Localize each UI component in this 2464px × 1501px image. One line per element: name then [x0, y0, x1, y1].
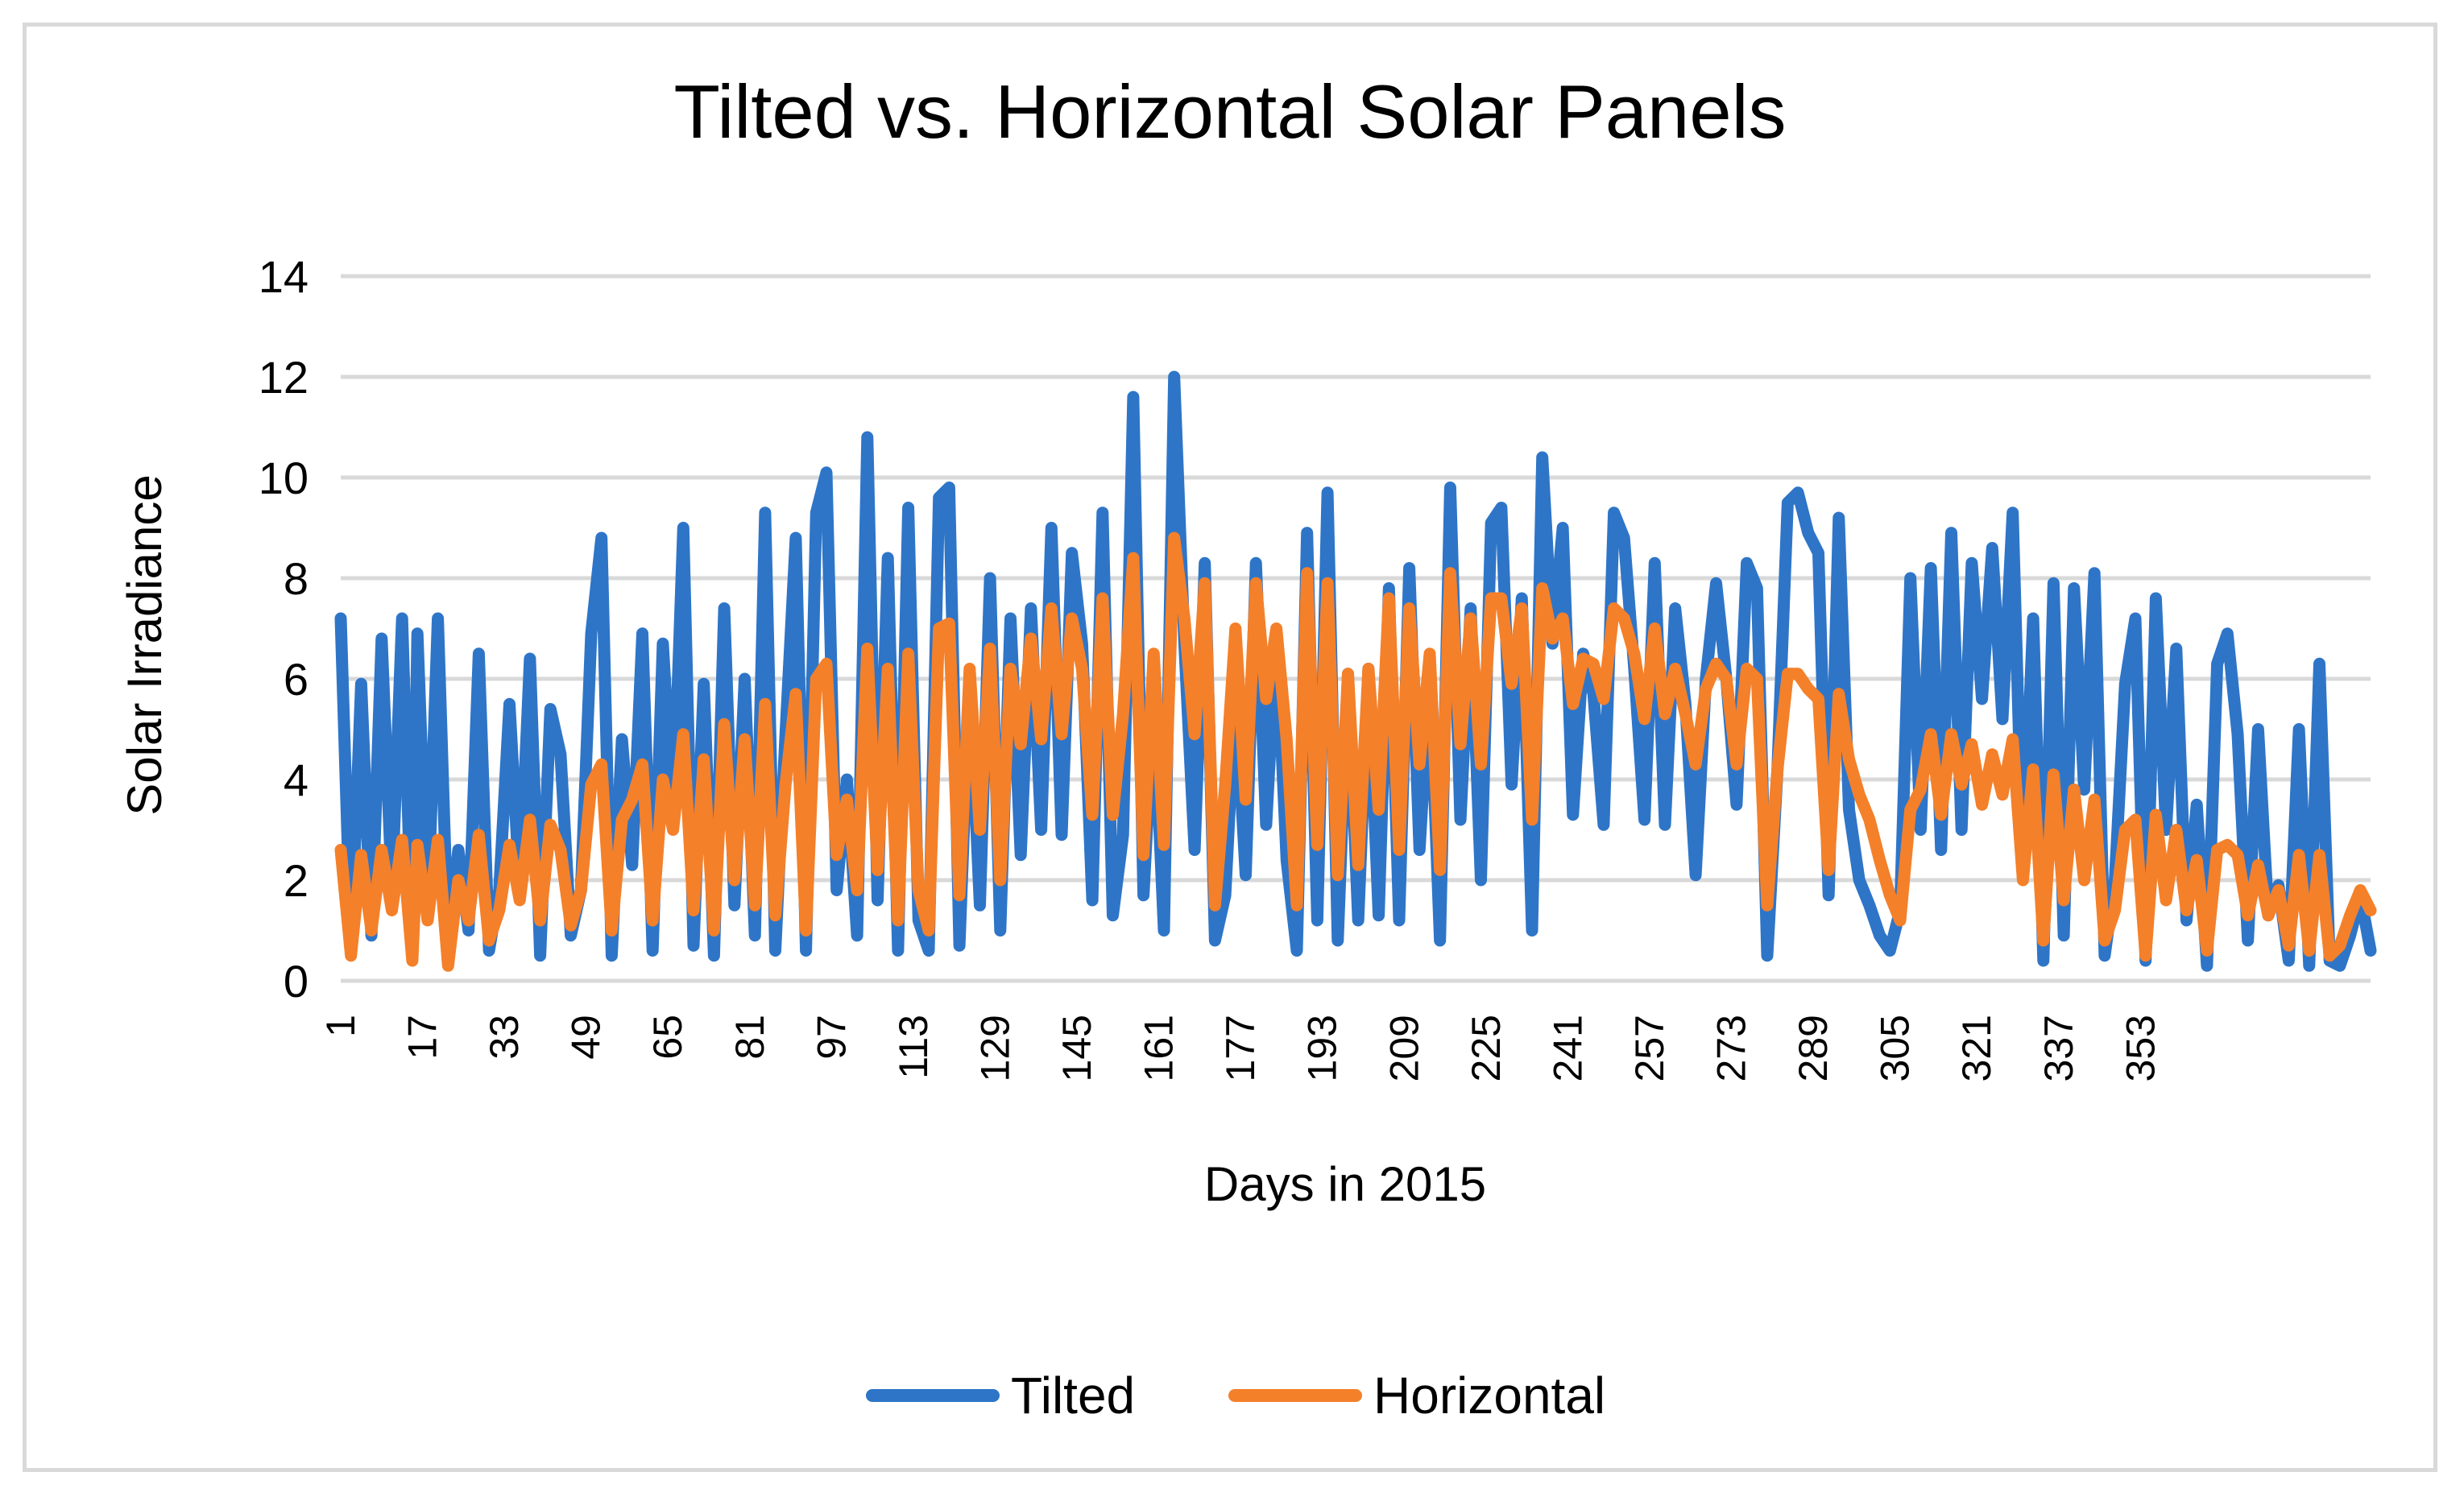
x-tick-label: 257: [1627, 1015, 1672, 1081]
x-tick-label: 161: [1137, 1015, 1182, 1081]
x-tick-label: 321: [1954, 1015, 1999, 1081]
x-tick-label: 145: [1054, 1015, 1099, 1081]
x-tick-label: 289: [1791, 1015, 1836, 1081]
x-tick-label: 353: [2118, 1015, 2163, 1081]
y-tick-label: 0: [284, 956, 309, 1007]
x-tick-label: 17: [400, 1015, 445, 1060]
x-tick-label: 129: [972, 1015, 1017, 1081]
y-tick-label: 8: [284, 553, 309, 604]
x-tick-label: 225: [1464, 1015, 1509, 1081]
x-axis-title: Days in 2015: [1204, 1157, 1486, 1211]
x-tick-label: 81: [727, 1015, 772, 1060]
y-tick-label: 2: [284, 855, 309, 906]
y-tick-label: 4: [284, 755, 309, 805]
y-tick-label: 6: [284, 654, 309, 705]
x-tick-label: 241: [1545, 1015, 1590, 1081]
x-tick-label: 1: [318, 1015, 363, 1037]
line-chart: Tilted vs. Horizontal Solar Panels 0 2 4 6 8…: [118, 69, 2377, 1425]
legend-label-horizontal: Horizontal: [1373, 1367, 1605, 1425]
x-axis-ticks: 1 17 33 49 65 81 97 113 129 145 161 177 193 209 225 241…: [318, 1015, 2163, 1081]
x-tick-label: 49: [564, 1015, 609, 1060]
series-lines: [334, 370, 2377, 972]
legend-label-tilted: Tilted: [1011, 1367, 1135, 1425]
x-tick-label: 33: [482, 1015, 527, 1060]
chart-frame: Tilted vs. Horizontal Solar Panels 0 2 4 6 8…: [23, 23, 2437, 1472]
x-tick-label: 177: [1218, 1015, 1263, 1081]
y-tick-label: 10: [259, 453, 309, 503]
x-tick-label: 273: [1709, 1015, 1754, 1081]
x-tick-label: 305: [1873, 1015, 1918, 1081]
x-tick-label: 65: [645, 1015, 690, 1060]
y-tick-label: 14: [259, 251, 309, 302]
y-axis-ticks: 0 2 4 6 8 10 12 14: [259, 251, 309, 1007]
series-line-horizontal: [334, 531, 2377, 972]
x-tick-label: 193: [1300, 1015, 1345, 1081]
x-tick-label: 97: [809, 1015, 854, 1060]
x-tick-label: 113: [891, 1015, 936, 1079]
chart-title: Tilted vs. Horizontal Solar Panels: [674, 69, 1787, 154]
x-tick-label: 209: [1381, 1015, 1427, 1081]
legend: Tilted Horizontal: [866, 1367, 1605, 1425]
y-tick-label: 12: [259, 352, 309, 403]
y-axis-title: Solar Irradiance: [118, 474, 172, 816]
x-tick-label: 337: [2036, 1015, 2081, 1081]
